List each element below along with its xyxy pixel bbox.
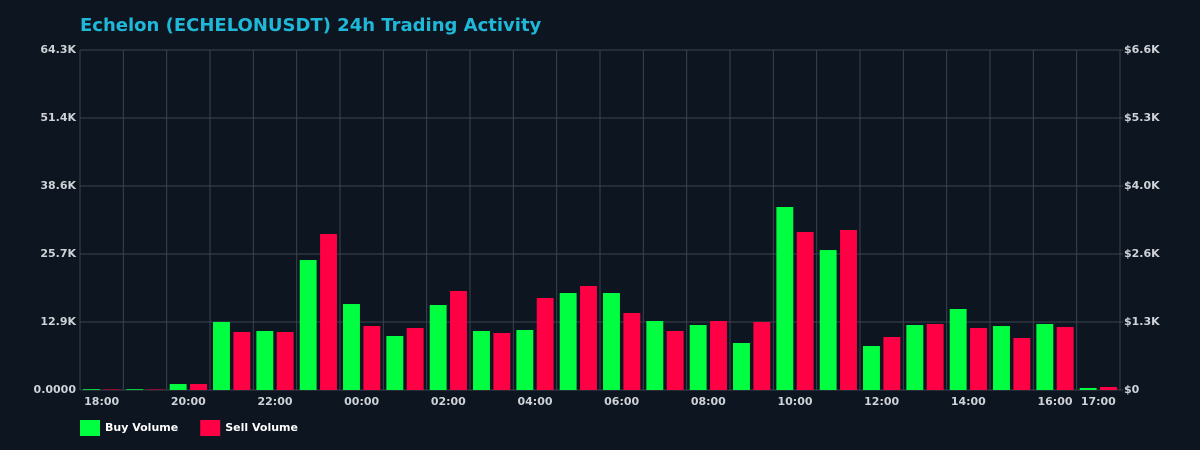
- y2-tick-label: $6.6K: [1124, 43, 1160, 56]
- x-tick-label: 12:00: [864, 395, 899, 408]
- bar: [299, 260, 317, 390]
- bar: [493, 332, 511, 390]
- y-tick-label: 25.7K: [40, 247, 76, 260]
- bar: [863, 346, 880, 390]
- bar: [559, 293, 577, 390]
- x-tick-label: 00:00: [344, 395, 379, 408]
- bar: [363, 326, 381, 390]
- bar: [666, 330, 684, 390]
- bar: [233, 331, 251, 390]
- x-tick-label: 08:00: [691, 395, 726, 408]
- bar: [103, 389, 121, 390]
- y2-tick-label: $5.3K: [1124, 111, 1160, 124]
- y-tick-label: 0.0000: [34, 383, 77, 396]
- bar: [1056, 327, 1074, 390]
- bar: [256, 330, 274, 390]
- bar: [949, 308, 967, 390]
- bar: [1036, 324, 1054, 390]
- bar: [603, 293, 620, 390]
- bar: [1100, 386, 1117, 390]
- bar: [580, 285, 597, 390]
- bar: [473, 330, 490, 390]
- chart-title: Echelon (ECHELONUSDT) 24h Trading Activi…: [80, 15, 542, 36]
- x-tick-label: 04:00: [517, 395, 552, 408]
- legend-swatch: [80, 420, 100, 436]
- y-tick-label: 38.6K: [40, 179, 76, 192]
- y-tick-label: 12.9K: [40, 315, 76, 328]
- legend-swatch: [200, 420, 221, 436]
- bar: [970, 328, 987, 390]
- x-tick-label: 02:00: [431, 395, 466, 408]
- bar: [320, 234, 337, 390]
- bar: [753, 322, 771, 390]
- bar: [343, 304, 360, 390]
- bar: [146, 389, 164, 390]
- bar: [926, 324, 944, 390]
- bar: [1079, 387, 1097, 390]
- bar: [83, 389, 100, 390]
- bar: [819, 250, 837, 390]
- x-tick-label: 06:00: [604, 395, 639, 408]
- bar: [776, 206, 794, 390]
- bar: [710, 320, 727, 390]
- bar: [689, 325, 707, 390]
- y2-tick-label: $2.6K: [1124, 247, 1160, 260]
- bar: [796, 232, 814, 390]
- bar: [906, 325, 924, 390]
- bar: [450, 291, 467, 390]
- bar: [883, 337, 901, 390]
- y2-tick-label: $0: [1124, 383, 1140, 396]
- x-tick-label: 22:00: [257, 395, 292, 408]
- bar: [1013, 338, 1031, 390]
- x-tick-label: 10:00: [777, 395, 812, 408]
- x-tick-label: 17:00: [1081, 395, 1116, 408]
- y2-tick-label: $1.3K: [1124, 315, 1160, 328]
- y-tick-label: 64.3K: [40, 43, 76, 56]
- x-tick-label: 20:00: [171, 395, 206, 408]
- x-tick-label: 16:00: [1037, 395, 1072, 408]
- bar: [169, 384, 187, 390]
- bar: [213, 322, 230, 390]
- legend-label: Sell Volume: [225, 421, 298, 434]
- x-tick-label: 14:00: [951, 395, 986, 408]
- legend-label: Buy Volume: [105, 421, 178, 434]
- bar: [623, 313, 641, 390]
- bar: [536, 297, 554, 390]
- bar: [993, 326, 1010, 390]
- y2-tick-label: $4.0K: [1124, 179, 1160, 192]
- bar: [276, 331, 294, 390]
- bar: [406, 328, 424, 390]
- bar: [429, 305, 447, 390]
- bar: [516, 329, 534, 390]
- x-tick-label: 18:00: [84, 395, 119, 408]
- bar: [190, 384, 207, 390]
- bar: [386, 336, 404, 390]
- bar: [840, 229, 857, 390]
- bar: [646, 320, 664, 390]
- bar: [733, 342, 750, 390]
- bar: [126, 389, 144, 390]
- y-tick-label: 51.4K: [40, 111, 76, 124]
